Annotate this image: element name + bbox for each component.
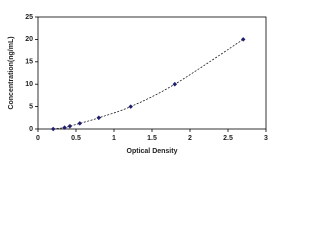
data-point (62, 125, 67, 130)
y-tick-label: 20 (25, 36, 33, 43)
y-axis-label: Concentration(ng/mL) (8, 36, 15, 109)
plot-frame (37, 16, 267, 130)
chart: Optical Density Concentration(ng/mL) 0 0.… (8, 14, 268, 155)
data-point (50, 126, 56, 132)
y-tick-label: 0 (29, 126, 33, 133)
x-tick-label: 0 (36, 135, 40, 142)
data-point (172, 81, 178, 87)
x-tick-label: 1.5 (147, 135, 157, 142)
x-tick-label: 2.5 (223, 135, 233, 142)
x-tick-label: 0.5 (71, 135, 81, 142)
x-axis-label: Optical Density (127, 148, 178, 155)
x-tick-label: 2 (188, 135, 192, 142)
data-point (128, 104, 133, 109)
fit-curve (53, 39, 244, 130)
y-tick-label: 5 (29, 103, 33, 110)
data-point (77, 121, 83, 126)
data-point (96, 115, 102, 121)
y-tick-label: 10 (25, 81, 33, 88)
y-tick-label: 25 (25, 14, 33, 21)
data-point (240, 37, 246, 42)
x-tick-label: 3 (264, 135, 268, 142)
y-tick-label: 15 (25, 59, 33, 66)
data-point (67, 123, 73, 129)
x-tick-label: 1 (112, 135, 116, 142)
